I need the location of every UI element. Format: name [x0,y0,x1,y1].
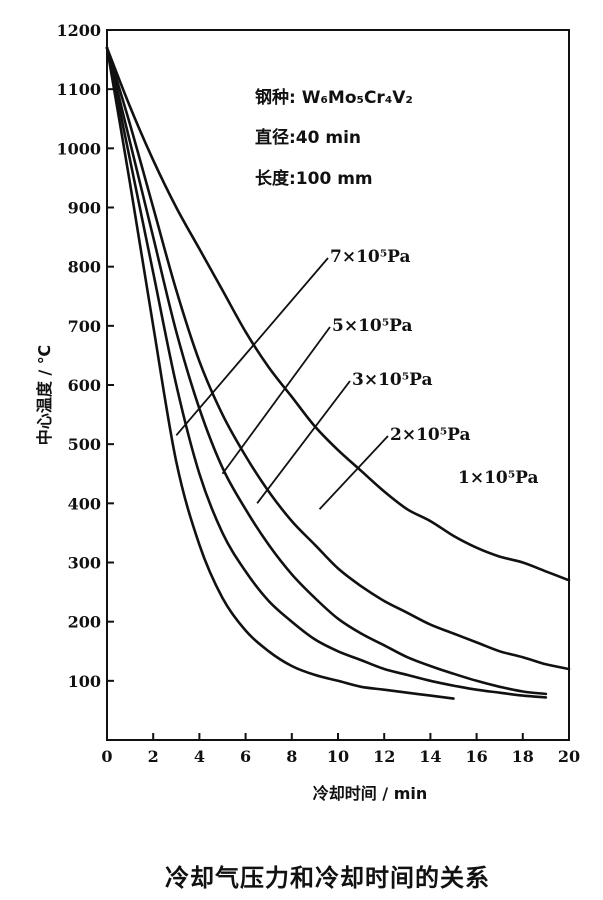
x-axis-ticks: 0 2 4 6 8 10 12 14 16 18 20 [101,733,580,766]
y-tick-label: 300 [68,554,101,573]
figure-caption: 冷却气压力和冷却时间的关系 [165,864,490,892]
y-axis-ticks: 100 200 300 400 500 600 700 800 900 1000 1100 1200 [56,21,114,691]
y-tick-label: 800 [68,258,101,277]
series-label-4: 2×10⁵Pa [390,425,471,445]
y-tick-label: 600 [68,376,101,395]
y-tick-label: 1200 [56,21,101,40]
chart: 0 2 4 6 8 10 12 14 16 18 20 100 200 300 400 500 600 700 8… [35,21,580,803]
x-tick-label: 6 [240,747,251,766]
x-tick-label: 2 [148,747,159,766]
leader-line-1 [175,257,329,436]
y-tick-label: 200 [68,613,101,632]
series-line-5 [105,46,571,582]
x-tick-label: 4 [194,747,205,766]
series-line-3 [105,46,548,696]
series-lines [105,46,571,700]
series-label-5: 1×10⁵Pa [458,468,539,488]
y-tick-label: 1100 [56,80,101,99]
x-tick-label: 12 [373,747,395,766]
leader-line-4 [318,435,389,510]
series-label-1: 7×10⁵Pa [330,247,411,267]
y-tick-label: 700 [68,317,101,336]
leader-line-2 [221,326,331,475]
series-label-2: 5×10⁵Pa [332,316,413,336]
y-tick-label: 100 [68,672,101,691]
series-label-3: 3×10⁵Pa [352,370,433,390]
annotation-diameter: 直径:40 min [255,127,361,148]
x-tick-label: 10 [327,747,349,766]
label-leader-lines [175,257,389,510]
series-line-4 [105,46,571,671]
x-tick-label: 0 [101,747,112,766]
series-line-2 [105,46,548,699]
x-tick-label: 16 [465,747,487,766]
y-tick-label: 400 [68,494,101,513]
x-tick-label: 20 [558,747,580,766]
y-tick-label: 900 [68,199,101,218]
x-tick-label: 8 [286,747,297,766]
y-tick-label: 1000 [56,139,101,158]
x-axis-label: 冷却时间 / min [313,784,428,803]
annotation-length: 长度:100 mm [255,168,373,189]
x-tick-label: 14 [419,747,441,766]
series-line-1 [105,46,455,700]
series-labels: 7×10⁵Pa 5×10⁵Pa 3×10⁵Pa 2×10⁵Pa 1×10⁵Pa [330,247,539,488]
y-tick-label: 500 [68,435,101,454]
leader-line-3 [256,380,351,504]
x-tick-label: 18 [512,747,534,766]
annotation-steel-grade: 钢种: W₆Mo₅Cr₄V₂ [255,87,413,108]
y-axis-label: 中心温度 / ℃ [35,345,54,445]
